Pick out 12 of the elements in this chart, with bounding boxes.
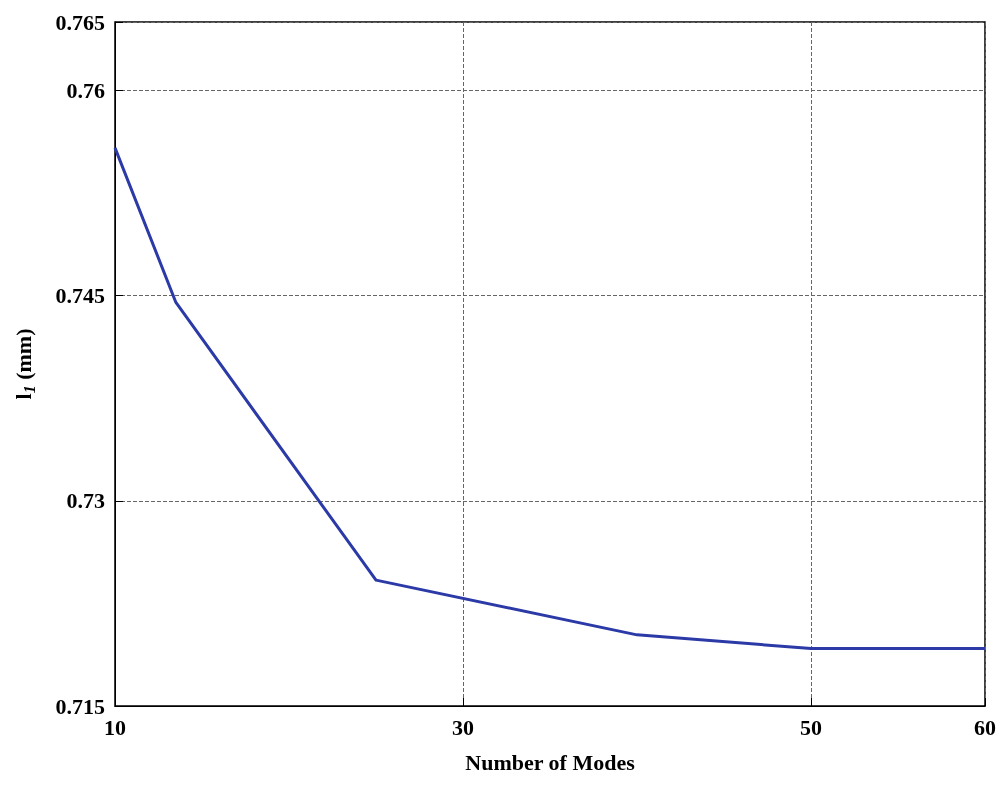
x-tick-label: 60 [974,714,996,740]
x-tick-label: 50 [800,714,822,740]
x-axis-title: Number of Modes [465,749,636,775]
y-tick-label: 0.715 [55,693,105,719]
x-tick-label: 30 [452,714,474,740]
y-tick-label: 0.73 [66,488,105,514]
y-axis-title: l1 (mm) [10,328,38,400]
line-series [113,146,987,651]
y-tick-label: 0.76 [66,77,105,103]
x-tick-label: 10 [104,714,126,740]
y-tick-label: 0.765 [55,9,105,35]
y-tick-label: 0.745 [55,283,105,309]
